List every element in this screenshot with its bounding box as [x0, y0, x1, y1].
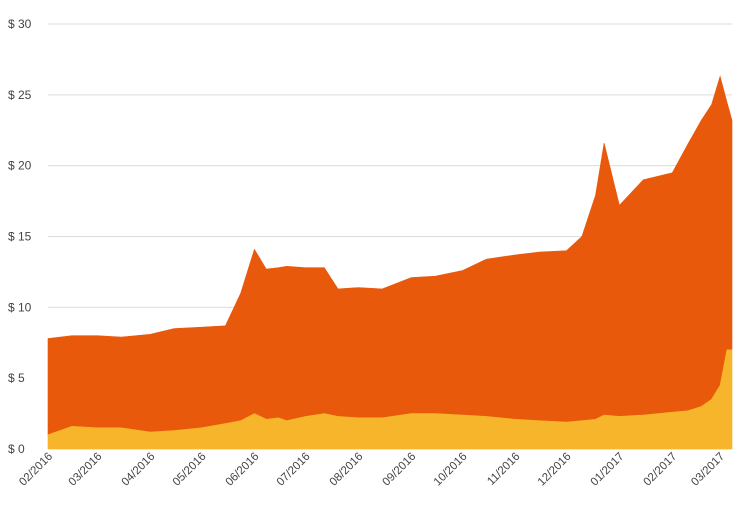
x-tick-label: 02/2017: [642, 451, 680, 489]
x-tick-label: 06/2016: [224, 451, 262, 489]
y-tick-label: $ 0: [8, 442, 25, 456]
y-tick-label: $ 20: [8, 159, 32, 173]
y-tick-label: $ 5: [8, 371, 25, 385]
area-series: [47, 75, 733, 450]
x-tick-label: 08/2016: [328, 451, 366, 489]
x-tick-label: 11/2016: [485, 451, 522, 488]
x-tick-label: 09/2016: [381, 451, 419, 489]
x-tick-label: 03/2016: [67, 451, 105, 489]
x-tick-label: 01/2017: [589, 451, 627, 489]
y-tick-label: $ 25: [8, 88, 32, 102]
x-tick-label: 04/2016: [120, 451, 158, 489]
y-axis: $ 0 $ 5 $ 10 $ 15 $ 20 $ 25 $ 30: [8, 17, 32, 456]
y-tick-label: $ 30: [8, 17, 32, 31]
x-tick-label: 07/2016: [275, 451, 313, 489]
x-tick-label: 03/2017: [689, 451, 727, 489]
x-tick-label: 05/2016: [171, 451, 209, 489]
series-2-area: [47, 75, 733, 436]
series-1-area: [47, 349, 733, 450]
x-tick-label: 10/2016: [432, 451, 470, 489]
x-axis: 02/2016 03/2016 04/2016 05/2016 06/2016 07/20…: [17, 451, 727, 489]
x-tick-label: 12/2016: [536, 451, 574, 489]
y-tick-label: $ 10: [8, 300, 32, 314]
y-tick-label: $ 15: [8, 230, 32, 244]
x-tick-label: 02/2016: [17, 451, 55, 489]
